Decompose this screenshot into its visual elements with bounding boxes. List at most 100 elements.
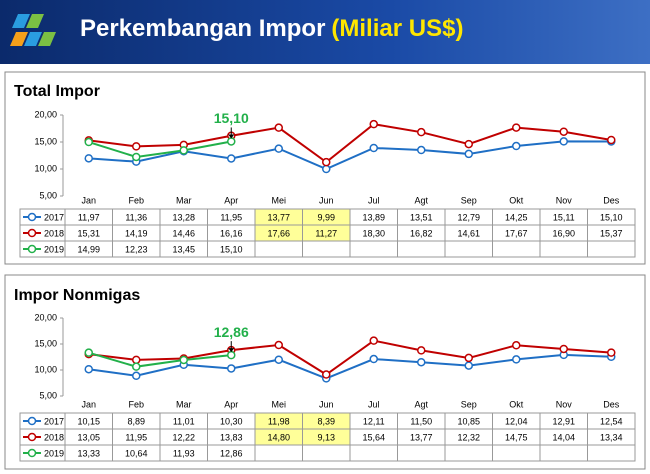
table-value: 11,93	[173, 448, 195, 458]
y-tick-label: 5,00	[39, 190, 57, 200]
point	[464, 361, 473, 370]
table-value: 11,50	[410, 416, 432, 426]
x-tick-label: Feb	[128, 195, 144, 205]
point	[417, 127, 426, 137]
table-value: 11,95	[125, 432, 147, 442]
legend-marker	[27, 244, 37, 254]
table-value: 13,28	[172, 212, 195, 222]
legend-label: 2018	[44, 228, 64, 238]
y-tick-label: 20,00	[34, 312, 57, 322]
logo	[10, 14, 56, 46]
x-tick-label: Okt	[509, 399, 524, 409]
table-value: 14,61	[457, 228, 480, 238]
x-tick-label: Mar	[176, 195, 192, 205]
table-value: 13,77	[267, 212, 290, 222]
table-value: 11,97	[78, 212, 100, 222]
point	[512, 141, 521, 151]
table-value: 13,51	[410, 212, 433, 222]
table-value: 11,98	[268, 416, 290, 426]
point	[512, 341, 521, 350]
x-tick-label: Agt	[414, 399, 428, 409]
table-value: 10,30	[220, 416, 243, 426]
series-line	[88, 351, 232, 368]
table-cell	[587, 444, 636, 462]
x-tick-label: Mei	[271, 399, 286, 409]
x-tick-label: Agt	[414, 195, 428, 205]
point	[227, 364, 236, 373]
table-value: 15,31	[77, 228, 100, 238]
series-line	[88, 339, 612, 376]
header-title-unit: (Miliar US$)	[331, 15, 463, 42]
table-value: 14,19	[125, 228, 148, 238]
annotation-arrowhead	[228, 348, 235, 353]
legend-label: 2019	[44, 244, 64, 254]
x-tick-label: Jun	[319, 399, 334, 409]
legend-label: 2019	[44, 448, 64, 458]
table-value: 17,66	[267, 228, 290, 238]
table-value: 8,39	[317, 416, 335, 426]
table-cell	[254, 444, 303, 462]
table-cell	[492, 240, 541, 258]
table-value: 13,89	[362, 212, 385, 222]
x-tick-label: Nov	[556, 195, 573, 205]
table-value: 14,80	[267, 432, 290, 442]
chart-title: Total Impor	[14, 83, 100, 100]
point	[84, 137, 93, 147]
table-cell	[492, 444, 541, 462]
x-tick-label: Mar	[176, 399, 192, 409]
x-tick-label: Nov	[556, 399, 573, 409]
point	[559, 137, 568, 146]
point	[274, 340, 283, 350]
series-line	[88, 353, 612, 380]
table-value: 17,67	[505, 228, 528, 238]
x-tick-label: Sep	[461, 399, 477, 409]
legend-marker	[27, 448, 37, 458]
point	[132, 362, 141, 371]
point	[512, 123, 521, 132]
point	[464, 149, 473, 159]
x-tick-label: Jun	[319, 195, 334, 205]
y-tick-label: 20,00	[34, 109, 57, 119]
point	[274, 123, 283, 132]
point	[179, 146, 188, 155]
legend-marker	[27, 416, 37, 426]
table-value: 11,01	[173, 416, 195, 426]
table-value: 14,25	[505, 212, 528, 222]
table-value: 12,32	[457, 432, 480, 442]
point	[274, 355, 283, 364]
table-value: 15,37	[600, 228, 623, 238]
series-line	[88, 140, 232, 158]
header-banner	[0, 0, 650, 64]
point	[227, 154, 236, 163]
x-tick-label: Jul	[368, 195, 380, 205]
point	[84, 348, 93, 357]
table-value: 11,36	[125, 212, 147, 222]
point	[559, 344, 568, 354]
table-value: 11,27	[315, 228, 337, 238]
table-cell	[254, 240, 303, 258]
table-value: 13,45	[172, 244, 195, 254]
point	[132, 152, 141, 162]
table-value: 12,79	[457, 212, 480, 222]
point	[607, 135, 616, 145]
table-value: 8,89	[127, 416, 145, 426]
table-value: 12,23	[125, 244, 148, 254]
table-value: 16,16	[220, 228, 243, 238]
table-value: 14,46	[172, 228, 195, 238]
y-tick-label: 15,00	[34, 338, 57, 348]
table-cell	[397, 240, 446, 258]
table-value: 9,99	[317, 212, 335, 222]
table-value: 12,22	[172, 432, 195, 442]
table-cell	[539, 240, 588, 258]
point	[132, 355, 141, 365]
legend-label: 2018	[44, 432, 64, 442]
table-value: 10,85	[457, 416, 480, 426]
point	[369, 143, 378, 153]
point	[227, 350, 236, 360]
annotation: 15,10	[214, 110, 249, 126]
legend-marker	[27, 432, 37, 442]
point	[464, 353, 473, 363]
series-line	[88, 123, 612, 164]
table-value: 14,04	[552, 432, 575, 442]
